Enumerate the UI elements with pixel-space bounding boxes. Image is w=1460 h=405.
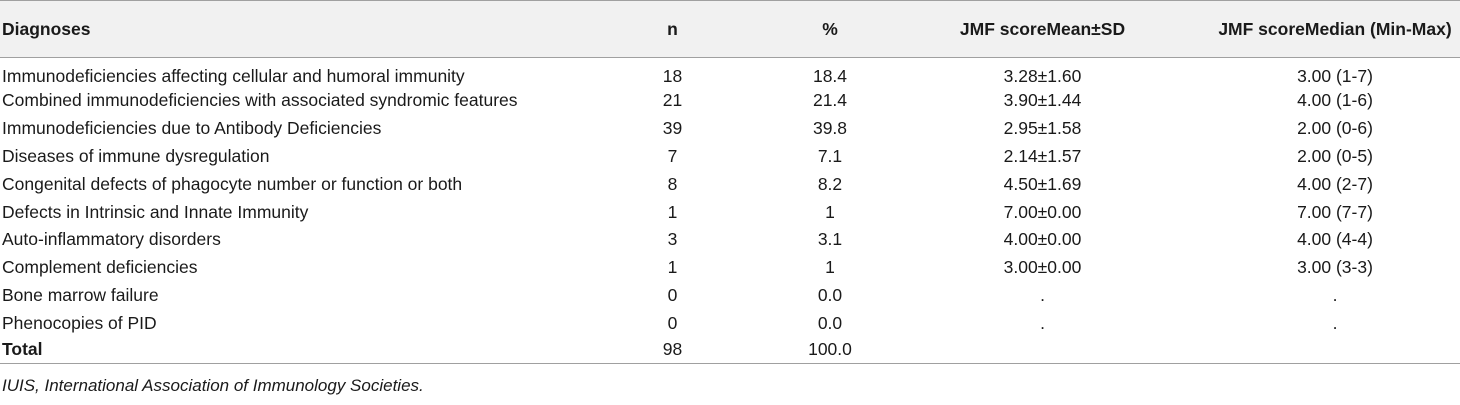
cell-median: 3.00 (1-7) xyxy=(1297,66,1373,86)
cell-diagnosis: Phenocopies of PID xyxy=(2,312,157,333)
cell-n: 18 xyxy=(662,66,683,86)
table-row: Complement deficiencies 1 1 3.00±0.00 3.… xyxy=(0,254,1460,282)
cell-mean: . xyxy=(1040,284,1045,305)
cell-mean: . xyxy=(1040,312,1045,333)
header-percent: % xyxy=(822,18,838,39)
total-label: Total xyxy=(2,339,43,360)
total-mean xyxy=(915,337,1170,363)
table-row: Defects in Intrinsic and Innate Immunity… xyxy=(0,198,1460,226)
cell-percent: 0.0 xyxy=(817,312,843,333)
cell-median: 4.00 (4-4) xyxy=(1297,229,1373,250)
header-median: JMF scoreMedian (Min-Max) xyxy=(1218,18,1452,39)
table-row: Diseases of immune dysregulation 7 7.1 2… xyxy=(0,143,1460,171)
cell-diagnosis: Defects in Intrinsic and Innate Immunity xyxy=(2,201,309,222)
total-median xyxy=(1170,337,1460,363)
cell-median: 4.00 (1-6) xyxy=(1297,90,1373,111)
total-percent: 100.0 xyxy=(808,339,852,360)
table-footnote: IUIS, International Association of Immun… xyxy=(2,376,424,395)
cell-diagnosis: Congenital defects of phagocyte number o… xyxy=(2,173,463,194)
cell-median: 2.00 (0-5) xyxy=(1297,145,1373,166)
total-n: 98 xyxy=(662,339,683,360)
cell-percent: 8.2 xyxy=(817,173,843,194)
cell-median: . xyxy=(1332,284,1338,305)
cell-median: 3.00 (3-3) xyxy=(1297,257,1373,278)
cell-median: . xyxy=(1332,312,1338,333)
cell-diagnosis: Combined immunodeficiencies with associa… xyxy=(2,90,518,111)
diagnoses-table: Diagnoses n % JMF scoreMean±SD JMF score… xyxy=(0,0,1460,364)
cell-diagnosis: Immunodeficiencies due to Antibody Defic… xyxy=(2,118,382,139)
cell-diagnosis: Immunodeficiencies affecting cellular an… xyxy=(2,66,465,86)
table-row: Immunodeficiencies affecting cellular an… xyxy=(0,58,1460,88)
table-row: Immunodeficiencies due to Antibody Defic… xyxy=(0,115,1460,143)
cell-percent: 39.8 xyxy=(812,118,848,139)
cell-mean: 4.00±0.00 xyxy=(1003,229,1082,250)
cell-mean: 3.90±1.44 xyxy=(1003,90,1082,111)
cell-mean: 4.50±1.69 xyxy=(1003,173,1082,194)
table-header: Diagnoses n % JMF scoreMean±SD JMF score… xyxy=(0,0,1460,58)
table-row: Bone marrow failure 0 0.0 . . xyxy=(0,282,1460,310)
cell-median: 4.00 (2-7) xyxy=(1297,173,1373,194)
cell-percent: 0.0 xyxy=(817,284,843,305)
table-row: Combined immunodeficiencies with associa… xyxy=(0,87,1460,115)
cell-percent: 3.1 xyxy=(817,229,843,250)
header-mean: JMF scoreMean±SD xyxy=(959,18,1126,39)
cell-percent: 7.1 xyxy=(817,145,843,166)
cell-percent: 18.4 xyxy=(812,66,848,86)
cell-mean: 2.14±1.57 xyxy=(1003,145,1082,166)
cell-n: 7 xyxy=(667,145,678,166)
cell-median: 2.00 (0-6) xyxy=(1297,118,1373,139)
cell-n: 1 xyxy=(667,257,678,278)
cell-n: 1 xyxy=(667,201,678,222)
cell-mean: 7.00±0.00 xyxy=(1003,201,1082,222)
cell-diagnosis: Bone marrow failure xyxy=(2,284,159,305)
cell-percent: 1 xyxy=(825,257,835,278)
cell-n: 21 xyxy=(662,90,683,111)
total-row: Total 98 100.0 xyxy=(0,337,1460,364)
cell-mean: 3.00±0.00 xyxy=(1003,257,1082,278)
table-row: Phenocopies of PID 0 0.0 . . xyxy=(0,309,1460,337)
cell-n: 8 xyxy=(667,173,678,194)
cell-n: 39 xyxy=(662,118,683,139)
table-body: Immunodeficiencies affecting cellular an… xyxy=(0,58,1460,364)
cell-median: 7.00 (7-7) xyxy=(1297,201,1373,222)
cell-percent: 1 xyxy=(825,201,835,222)
table-row: Congenital defects of phagocyte number o… xyxy=(0,170,1460,198)
cell-n: 0 xyxy=(667,284,678,305)
table-row: Auto-inflammatory disorders 3 3.1 4.00±0… xyxy=(0,226,1460,254)
cell-n: 0 xyxy=(667,312,678,333)
cell-diagnosis: Complement deficiencies xyxy=(2,257,198,278)
cell-mean: 2.95±1.58 xyxy=(1003,118,1082,139)
header-row: Diagnoses n % JMF scoreMean±SD JMF score… xyxy=(0,0,1460,58)
cell-mean: 3.28±1.60 xyxy=(1003,66,1082,86)
header-diagnoses: Diagnoses xyxy=(2,18,91,39)
cell-n: 3 xyxy=(667,229,678,250)
cell-percent: 21.4 xyxy=(812,90,848,111)
cell-diagnosis: Auto-inflammatory disorders xyxy=(2,229,221,250)
diagnoses-table-container: Diagnoses n % JMF scoreMean±SD JMF score… xyxy=(0,0,1460,364)
cell-diagnosis: Diseases of immune dysregulation xyxy=(2,145,270,166)
header-n: n xyxy=(667,18,678,39)
